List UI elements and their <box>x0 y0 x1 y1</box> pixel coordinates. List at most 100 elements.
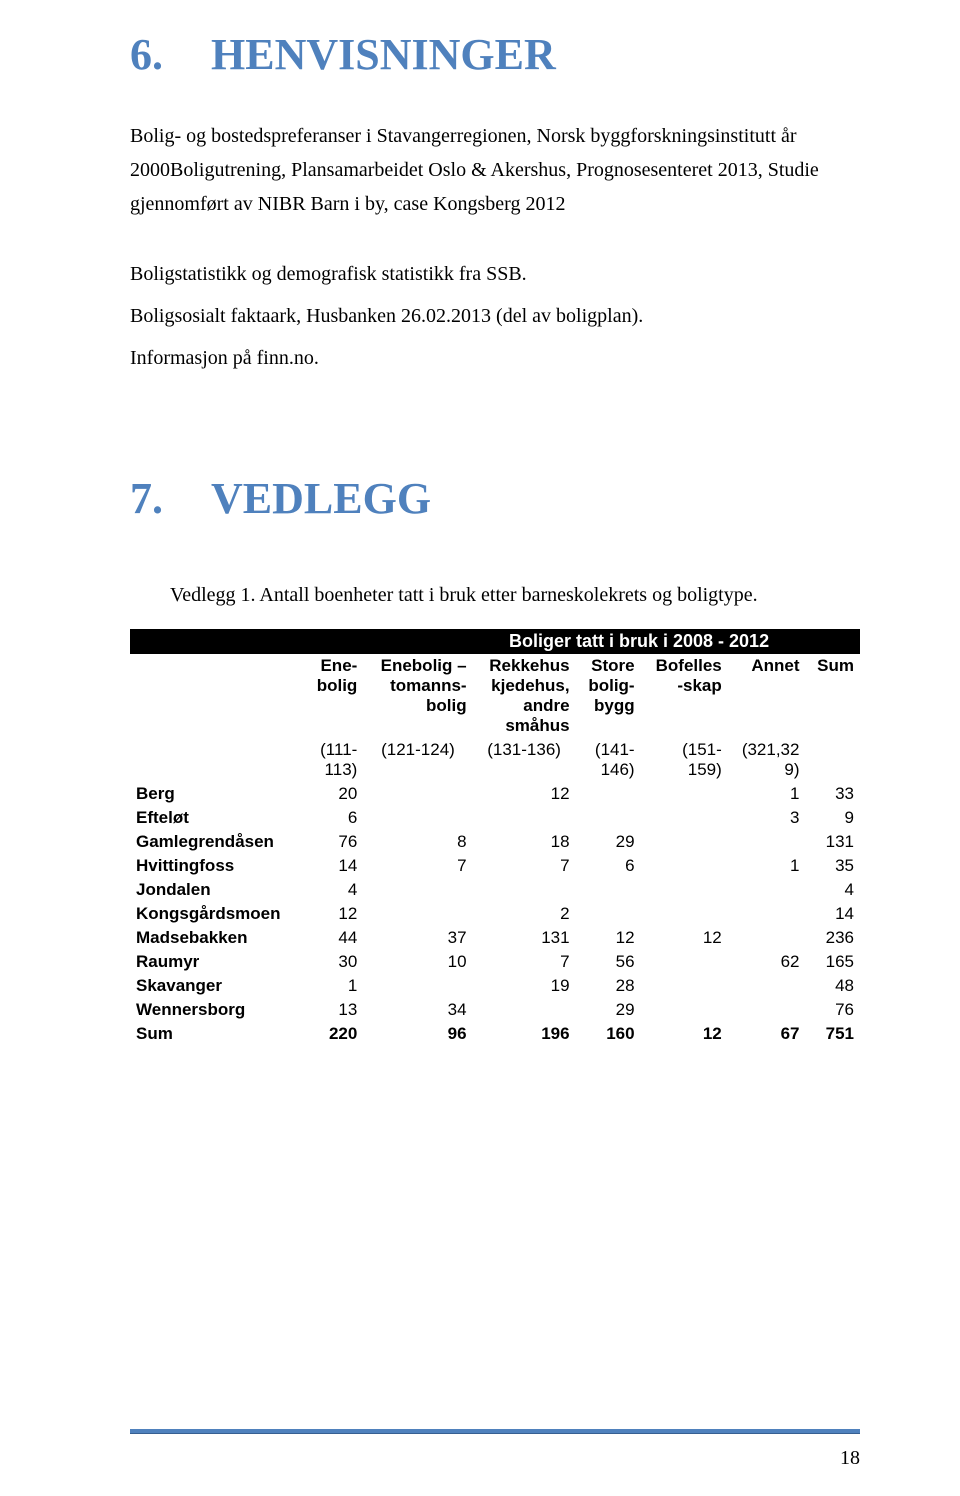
row-label: Gamlegrendåsen <box>130 830 305 854</box>
row-cell <box>728 830 806 854</box>
table-row: Berg2012133 <box>130 782 860 806</box>
row-cell <box>363 782 472 806</box>
row-cell <box>728 974 806 998</box>
row-cell: 37 <box>363 926 472 950</box>
row-cell: 4 <box>805 878 860 902</box>
row-cell: 62 <box>728 950 806 974</box>
col4-l2: bolig- <box>588 676 634 695</box>
table-col-1: Ene-bolig <box>305 654 364 738</box>
row-cell: 6 <box>305 806 364 830</box>
table-col-5: Bofelles-skap <box>641 654 728 738</box>
row-cell: 1 <box>728 854 806 878</box>
col1-l1: Ene- <box>320 656 357 675</box>
footer-rule <box>130 1429 860 1434</box>
table-row: Gamlegrendåsen7681829131 <box>130 830 860 854</box>
row-cell: 12 <box>305 902 364 926</box>
sum-v6: 751 <box>805 1022 860 1046</box>
table-title-row: Boliger tatt i bruk i 2008 - 2012 <box>130 629 860 654</box>
row-cell <box>641 950 728 974</box>
row-cell <box>641 902 728 926</box>
row-cell: 12 <box>576 926 641 950</box>
table-row: Jondalen44 <box>130 878 860 902</box>
table-col-blank <box>130 654 305 738</box>
row-cell <box>728 926 806 950</box>
section6-number: 6. <box>130 30 163 79</box>
row-label: Skavanger <box>130 974 305 998</box>
section6-para-2: Boligstatistikk og demografisk statistik… <box>130 257 860 291</box>
row-cell: 14 <box>805 902 860 926</box>
row-label: Hvittingfoss <box>130 854 305 878</box>
code-5: (151-159) <box>641 738 728 782</box>
row-cell: 3 <box>728 806 806 830</box>
row-cell: 29 <box>576 830 641 854</box>
code-4: (141-146) <box>576 738 641 782</box>
row-cell <box>641 974 728 998</box>
row-cell <box>363 878 472 902</box>
row-cell: 12 <box>473 782 576 806</box>
row-cell <box>576 806 641 830</box>
row-cell: 131 <box>473 926 576 950</box>
section7-heading: 7.VEDLEGG <box>130 473 860 524</box>
col4-l3: bygg <box>594 696 635 715</box>
table-title-spacer-2 <box>363 629 472 654</box>
row-cell <box>728 998 806 1022</box>
row-cell: 7 <box>363 854 472 878</box>
sum-v5: 67 <box>728 1022 806 1046</box>
row-cell <box>473 806 576 830</box>
row-cell: 28 <box>576 974 641 998</box>
section6-para-1: Bolig- og bostedspreferanser i Stavanger… <box>130 119 860 221</box>
row-cell: 14 <box>305 854 364 878</box>
row-label: Wennersborg <box>130 998 305 1022</box>
row-cell <box>363 902 472 926</box>
row-cell: 44 <box>305 926 364 950</box>
col5-l1: Bofelles <box>656 656 722 675</box>
sum-v3: 160 <box>576 1022 641 1046</box>
row-cell: 2 <box>473 902 576 926</box>
table-body: Berg2012133Efteløt639Gamlegrendåsen76818… <box>130 782 860 1022</box>
row-cell <box>728 902 806 926</box>
col3-l4: småhus <box>505 716 569 735</box>
col3-l3: andre <box>523 696 569 715</box>
table-row: Kongsgårdsmoen12214 <box>130 902 860 926</box>
table-row: Skavanger1192848 <box>130 974 860 998</box>
table-sum-row: Sum 220 96 196 160 12 67 751 <box>130 1022 860 1046</box>
sum-v4: 12 <box>641 1022 728 1046</box>
table-title: Boliger tatt i bruk i 2008 - 2012 <box>473 629 806 654</box>
sum-v2: 196 <box>473 1022 576 1046</box>
row-cell <box>473 878 576 902</box>
row-cell <box>473 998 576 1022</box>
table-col-4: Storebolig-bygg <box>576 654 641 738</box>
table-col-2: Enebolig –tomanns-bolig <box>363 654 472 738</box>
row-cell: 165 <box>805 950 860 974</box>
row-cell <box>363 974 472 998</box>
table-col-3: Rekkehuskjedehus,andresmåhus <box>473 654 576 738</box>
row-cell: 20 <box>305 782 364 806</box>
row-cell: 4 <box>305 878 364 902</box>
row-cell: 34 <box>363 998 472 1022</box>
table-title-spacer-right <box>805 629 860 654</box>
col2-l1: Enebolig – <box>381 656 467 675</box>
sum-label: Sum <box>130 1022 305 1046</box>
col6-l1: Annet <box>751 656 799 675</box>
sum-v1: 96 <box>363 1022 472 1046</box>
table-row: Raumyr301075662165 <box>130 950 860 974</box>
sum-v0: 220 <box>305 1022 364 1046</box>
row-cell: 236 <box>805 926 860 950</box>
section7-number: 7. <box>130 474 163 523</box>
row-cell: 76 <box>805 998 860 1022</box>
row-cell <box>641 782 728 806</box>
row-cell: 8 <box>363 830 472 854</box>
page: 6.HENVISNINGER Bolig- og bostedspreferan… <box>0 0 960 1496</box>
code-2: (121-124) <box>363 738 472 782</box>
row-cell <box>728 878 806 902</box>
row-cell: 9 <box>805 806 860 830</box>
row-cell <box>363 806 472 830</box>
col4-l1: Store <box>591 656 634 675</box>
row-cell <box>641 878 728 902</box>
row-cell <box>641 998 728 1022</box>
row-cell: 29 <box>576 998 641 1022</box>
row-cell <box>641 806 728 830</box>
table-row: Efteløt639 <box>130 806 860 830</box>
table-codes-row: (111-113) (121-124) (131-136) (141-146) … <box>130 738 860 782</box>
code-1: (111-113) <box>305 738 364 782</box>
